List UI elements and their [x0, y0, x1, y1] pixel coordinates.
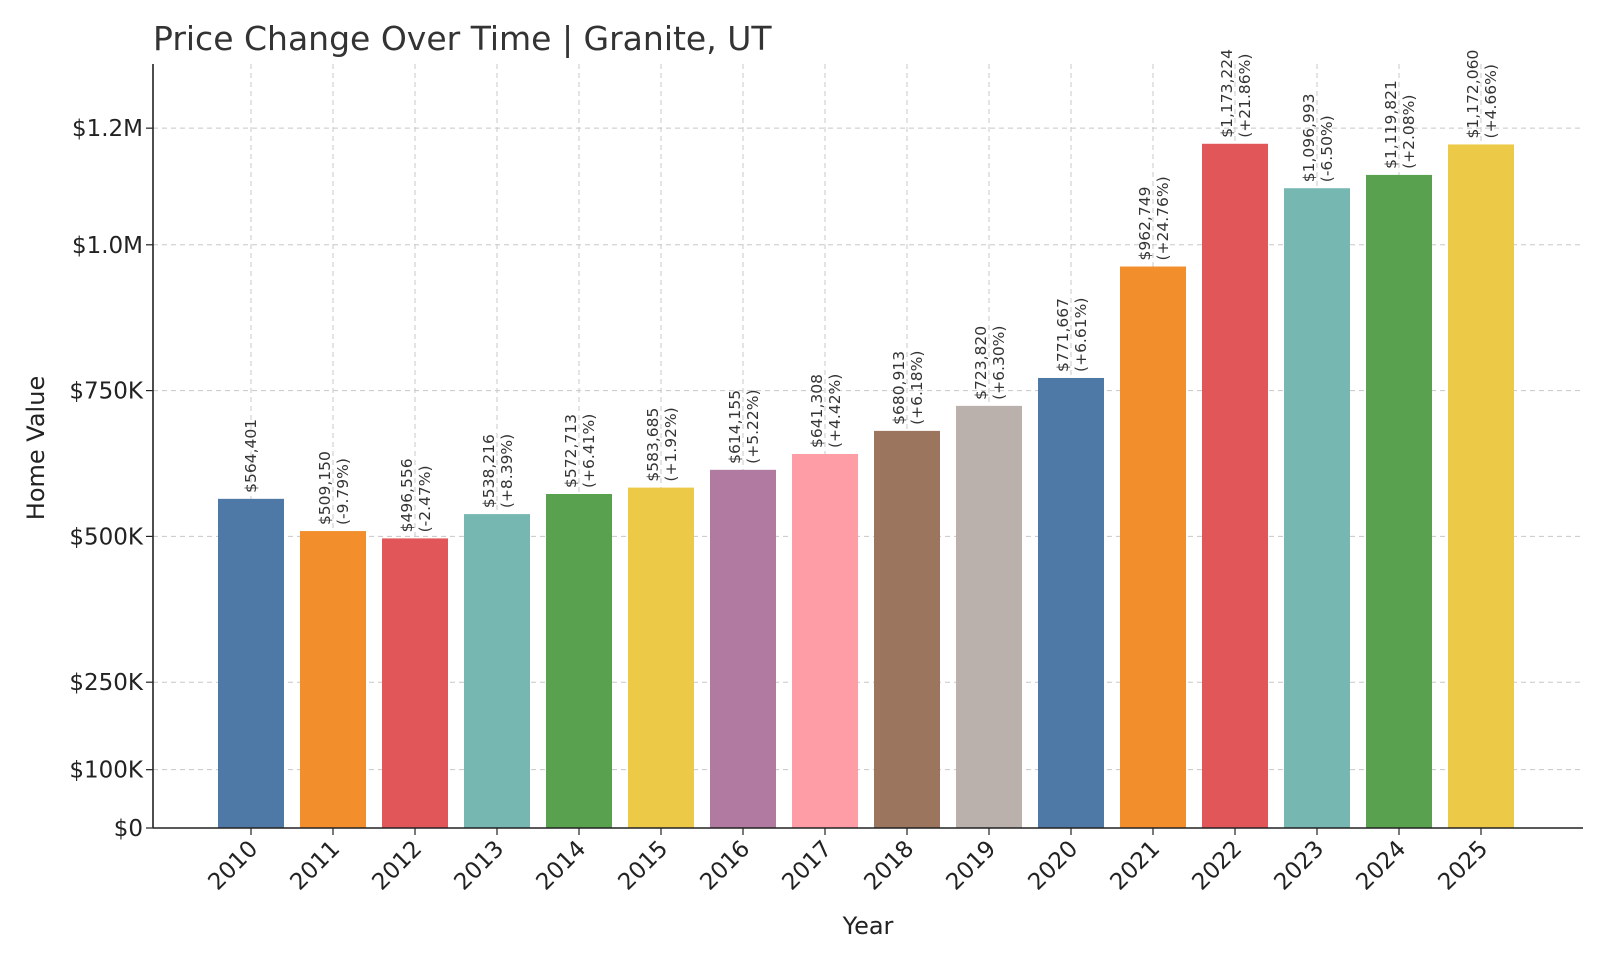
data-label-2020: $771,667 (+6.61%) — [1054, 298, 1090, 372]
x-tick-label: 2024 — [1351, 836, 1411, 896]
bar-2025 — [1448, 144, 1514, 828]
bar-2014 — [546, 493, 612, 828]
x-tick-label: 2014 — [531, 836, 591, 896]
data-label-2021: $962,749 (+24.76%) — [1136, 176, 1172, 260]
axes — [152, 64, 1583, 829]
x-tick-label: 2020 — [1023, 836, 1083, 896]
value-label: $1,119,821 — [1382, 80, 1400, 169]
y-tick-label: $250K — [69, 670, 144, 696]
bar-2017 — [792, 453, 858, 828]
bar-2018 — [874, 430, 940, 828]
data-label-2011: $509,150 (-9.79%) — [316, 451, 352, 525]
bar-2022 — [1202, 143, 1268, 828]
data-label-2012: $496,556 (-2.47%) — [398, 458, 434, 532]
x-axis-ticks: 2010 2011 2012 2013 2014 2015 2016 2017 2018 2019… — [203, 828, 1493, 896]
bar-2015 — [628, 487, 694, 828]
change-label: (+6.41%) — [580, 414, 598, 488]
x-tick-label: 2022 — [1187, 836, 1247, 896]
y-axis-ticks: $0 $100K $250K $500K $750K $1.0M $1.2M — [69, 116, 153, 842]
change-label: (+4.66%) — [1482, 64, 1500, 138]
x-tick-label: 2010 — [203, 836, 263, 896]
x-tick-label: 2018 — [859, 836, 919, 896]
data-label-2023: $1,096,993 (-6.50%) — [1300, 93, 1336, 182]
y-tick-label: $1.2M — [72, 116, 143, 142]
x-tick-label: 2013 — [449, 836, 509, 896]
x-tick-label: 2015 — [613, 836, 673, 896]
data-label-2014: $572,713 (+6.41%) — [562, 414, 598, 488]
bar-2010 — [218, 498, 284, 828]
bar-2011 — [300, 531, 366, 828]
chart-title: Price Change Over Time | Granite, UT — [153, 19, 772, 58]
change-label: (+5.22%) — [744, 389, 762, 463]
bar-2012 — [382, 538, 448, 828]
data-label-2010: $564,401 — [242, 419, 260, 493]
value-label: $572,713 — [562, 414, 580, 488]
y-tick-label: $500K — [69, 524, 144, 550]
value-label: $614,155 — [726, 390, 744, 464]
change-label: (+1.92%) — [662, 407, 680, 481]
data-label-2015: $583,685 (+1.92%) — [644, 407, 680, 481]
value-label: $538,216 — [480, 434, 498, 508]
value-label: $496,556 — [398, 458, 416, 532]
change-label: (+24.76%) — [1154, 176, 1172, 260]
data-label-2022: $1,173,224 (+21.86%) — [1218, 49, 1254, 138]
change-label: (+6.30%) — [990, 326, 1008, 400]
value-label: $583,685 — [644, 408, 662, 482]
change-label: (+6.61%) — [1072, 298, 1090, 372]
data-label-2017: $641,308 (+4.42%) — [808, 374, 844, 448]
value-label: $771,667 — [1054, 298, 1072, 372]
x-tick-label: 2012 — [367, 836, 427, 896]
value-label: $1,173,224 — [1218, 49, 1236, 138]
y-tick-label: $1.0M — [72, 233, 143, 259]
y-tick-label: $100K — [69, 758, 144, 784]
value-label: $564,401 — [242, 419, 260, 493]
data-labels: $564,401 $509,150 (-9.79%) $496,556 (-2.47%)… — [242, 49, 1500, 532]
bar-2013 — [464, 514, 530, 828]
x-axis-title: Year — [842, 912, 894, 940]
value-label: $723,820 — [972, 326, 990, 400]
x-tick-label: 2019 — [941, 836, 1001, 896]
y-tick-label: $750K — [69, 379, 144, 405]
bar-2020 — [1038, 377, 1104, 828]
change-label: (-6.50%) — [1318, 115, 1336, 182]
value-label: $962,749 — [1136, 187, 1154, 261]
y-tick-label: $0 — [114, 816, 143, 842]
bar-2019 — [956, 405, 1022, 828]
data-label-2024: $1,119,821 (+2.08%) — [1382, 80, 1418, 169]
value-label: $641,308 — [808, 374, 826, 448]
bar-2016 — [710, 469, 776, 828]
bar-2021 — [1120, 266, 1186, 828]
bars — [218, 143, 1514, 828]
data-label-2018: $680,913 (+6.18%) — [890, 351, 926, 425]
change-label: (-9.79%) — [334, 458, 352, 525]
data-label-2016: $614,155 (+5.22%) — [726, 389, 762, 463]
value-label: $1,172,060 — [1464, 50, 1482, 139]
change-label: (-2.47%) — [416, 465, 434, 532]
x-tick-label: 2017 — [777, 836, 837, 896]
value-label: $680,913 — [890, 351, 908, 425]
data-label-2013: $538,216 (+8.39%) — [480, 434, 516, 508]
change-label: (+6.18%) — [908, 351, 926, 425]
x-tick-label: 2023 — [1269, 836, 1329, 896]
x-tick-label: 2011 — [285, 836, 345, 896]
x-tick-label: 2021 — [1105, 836, 1165, 896]
x-tick-label: 2025 — [1433, 836, 1493, 896]
change-label: (+21.86%) — [1236, 54, 1254, 138]
value-label: $509,150 — [316, 451, 334, 525]
value-label: $1,096,993 — [1300, 93, 1318, 182]
data-label-2019: $723,820 (+6.30%) — [972, 326, 1008, 400]
bar-2023 — [1284, 188, 1350, 828]
change-label: (+8.39%) — [498, 434, 516, 508]
data-label-2025: $1,172,060 (+4.66%) — [1464, 50, 1500, 139]
x-tick-label: 2016 — [695, 836, 755, 896]
change-label: (+4.42%) — [826, 374, 844, 448]
y-axis-title: Home Value — [22, 376, 50, 520]
change-label: (+2.08%) — [1400, 95, 1418, 169]
bar-2024 — [1366, 174, 1432, 828]
